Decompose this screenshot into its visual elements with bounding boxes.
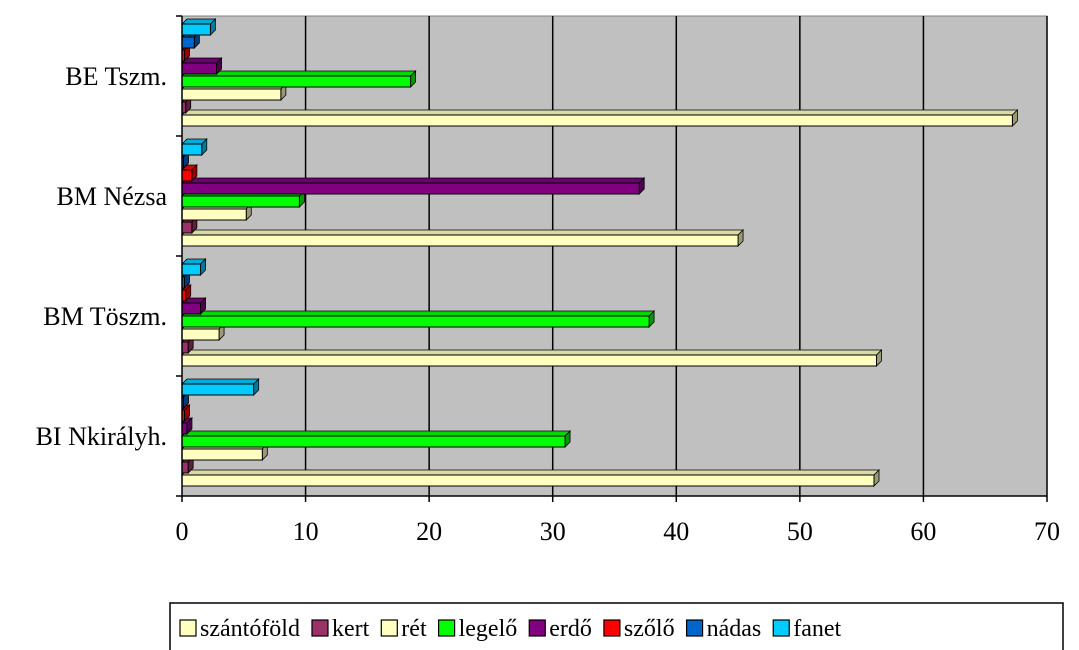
legend-label: erdő: [549, 616, 592, 642]
bar-front: [181, 88, 282, 101]
legend-label: fanet: [793, 616, 841, 642]
legend-swatch: [380, 619, 398, 637]
bar-front: [181, 114, 1013, 127]
bar-top: [181, 109, 1019, 116]
bar-top: [181, 430, 572, 437]
bar-front: [181, 341, 189, 354]
x-tick-label: 50: [787, 517, 813, 546]
x-tick-label: 70: [1034, 517, 1060, 546]
x-tick-label: 10: [293, 517, 319, 546]
bar: [181, 430, 572, 448]
x-tick-label: 30: [540, 517, 566, 546]
bar-front: [181, 383, 255, 396]
bar-top: [181, 349, 883, 356]
bar-front: [181, 435, 566, 448]
category-label: BI Nkirályh.: [36, 422, 167, 451]
bar-front: [181, 208, 247, 221]
bar: [181, 378, 260, 396]
bar-front: [181, 354, 877, 367]
category-label: BM Nézsa: [57, 182, 168, 211]
legend-swatch: [603, 619, 621, 637]
legend-label: szőlő: [624, 616, 675, 642]
legend-label: rét: [401, 616, 427, 642]
bar-front: [181, 221, 193, 234]
plot-background: [181, 15, 1048, 497]
plot-area: [181, 15, 1048, 497]
bar-front: [181, 75, 412, 88]
bar-top: [181, 177, 646, 184]
bar-top: [181, 310, 656, 317]
bar: [181, 44, 191, 62]
bar: [181, 229, 745, 247]
bar: [181, 258, 207, 276]
bar-top: [181, 378, 260, 385]
bar: [181, 57, 223, 75]
legend-label: legelő: [459, 616, 518, 642]
legend-label: kert: [332, 616, 370, 642]
bar-front: [181, 234, 739, 247]
bar: [181, 404, 191, 422]
legend-swatch: [438, 619, 456, 637]
bar-front: [181, 62, 218, 75]
bar-front: [181, 143, 203, 156]
bars: [181, 18, 1019, 487]
bar-top: [181, 469, 880, 476]
bar-front: [181, 23, 211, 36]
bar-top: [181, 57, 223, 64]
bar-front: [181, 195, 300, 208]
bar: [181, 138, 208, 156]
legend-label: nádas: [707, 616, 762, 642]
bar-front: [181, 36, 195, 49]
category-label: BE Tszm.: [65, 62, 167, 91]
legend-label: szántóföld: [200, 616, 300, 642]
legend-swatch: [685, 619, 704, 637]
bar-top: [181, 229, 745, 236]
bar-front: [181, 302, 202, 315]
bar: [181, 177, 646, 195]
bar: [181, 18, 217, 36]
x-tick-label: 0: [176, 517, 189, 546]
axes: BI Nkirályh. BM Töszm. BM Nézsa BE Tszm. 0 10…: [36, 15, 1060, 546]
bar-top: [181, 18, 217, 25]
x-tick-label: 20: [416, 517, 442, 546]
legend-swatch: [311, 619, 329, 637]
bar: [181, 164, 198, 182]
legend-swatch: [772, 619, 790, 637]
bar-front: [181, 448, 263, 461]
bar-front: [181, 169, 193, 182]
x-tick-label: 40: [663, 517, 689, 546]
bar-front: [181, 263, 202, 276]
bar-front: [181, 461, 189, 474]
bar: [181, 349, 883, 367]
bar-front: [181, 474, 875, 487]
legend: szántóföld kert rét legelő erdő szőlő nádas fan…: [169, 602, 1064, 650]
bar-front: [181, 315, 650, 328]
bar: [181, 109, 1019, 127]
bar-front: [181, 328, 220, 341]
x-tick-label: 60: [910, 517, 936, 546]
bar-front: [181, 182, 640, 195]
bar: [181, 469, 880, 487]
legend-swatch: [179, 619, 197, 637]
bar: [181, 310, 656, 328]
legend-swatch: [528, 619, 546, 637]
category-label: BM Töszm.: [43, 302, 167, 331]
